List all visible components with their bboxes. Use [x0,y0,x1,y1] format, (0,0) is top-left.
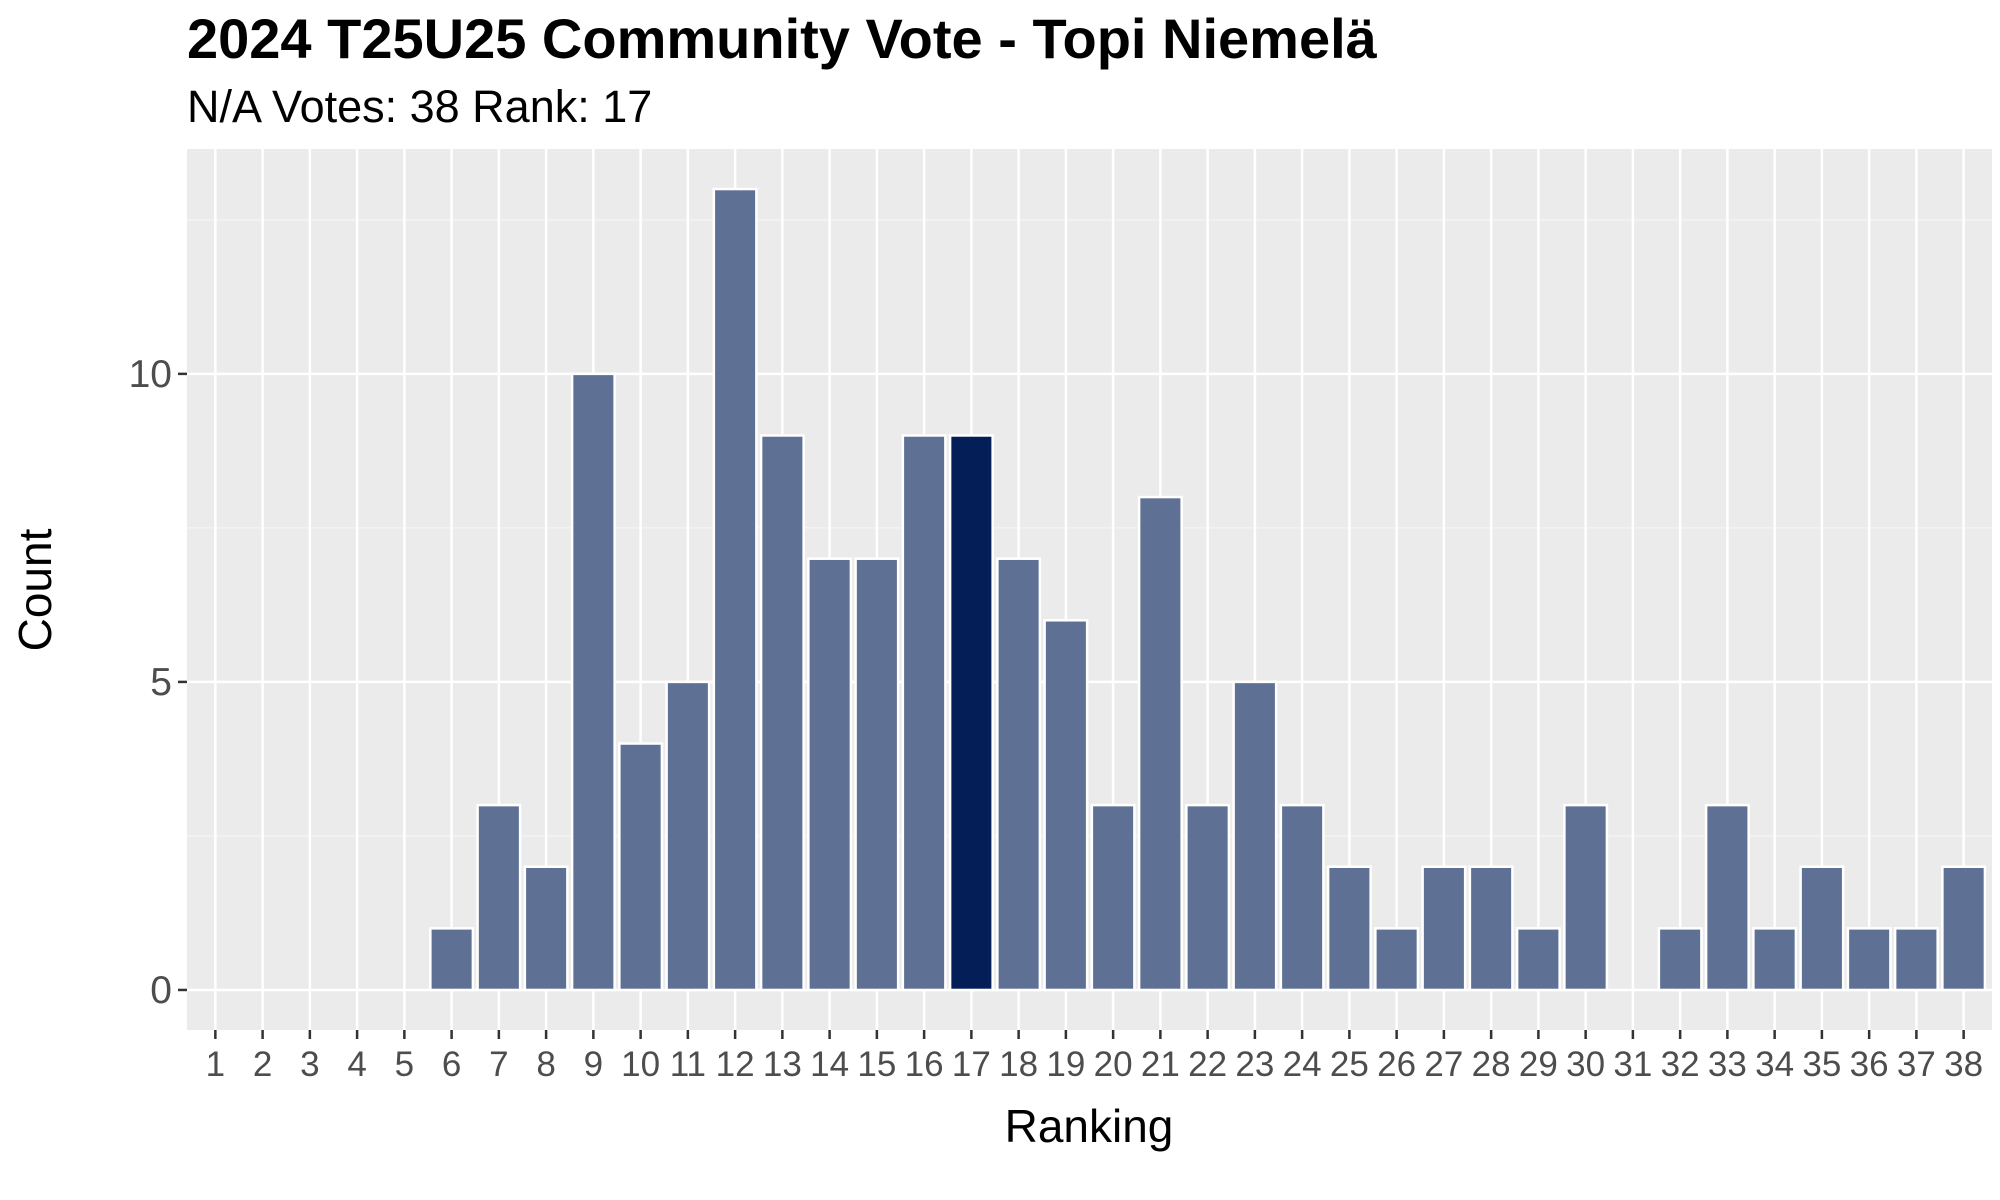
x-tick-label: 36 [1850,1045,1889,1084]
bar-22 [1185,803,1231,992]
x-tick-label: 11 [670,1045,706,1084]
x-tick-label: 26 [1377,1045,1416,1084]
y-tick-label: 5 [150,661,172,704]
x-tick-label: 23 [1235,1045,1274,1084]
bar-7 [476,803,522,992]
bar-26 [1374,927,1420,992]
x-tick-label: 27 [1424,1045,1463,1084]
x-tick-label: 6 [442,1045,461,1084]
bar-33 [1704,803,1750,992]
x-tick-label: 29 [1519,1045,1558,1084]
bar-36 [1846,927,1892,992]
x-tick-label: 16 [905,1045,944,1084]
x-tick-label: 10 [621,1045,660,1084]
x-tick-label: 14 [810,1045,849,1084]
x-tick-label: 35 [1802,1045,1841,1084]
x-tick-label: 12 [716,1045,755,1084]
bar-16 [901,434,947,992]
bar-24 [1279,803,1325,992]
x-tick-label: 32 [1661,1045,1700,1084]
x-tick-label: 28 [1472,1045,1511,1084]
bar-17 [948,434,994,992]
bar-11 [665,680,711,992]
x-tick-label: 5 [395,1045,414,1084]
x-tick-label: 34 [1755,1045,1794,1084]
y-tick-label: 0 [150,969,172,1012]
bar-32 [1657,927,1703,992]
bar-29 [1515,927,1561,992]
bar-19 [1043,619,1089,992]
bar-21 [1137,495,1183,992]
bar-27 [1421,865,1467,992]
x-tick-label: 18 [999,1045,1038,1084]
bar-15 [854,557,900,992]
bar-25 [1326,865,1372,992]
bar-38 [1941,865,1987,992]
x-tick-label: 13 [763,1045,802,1084]
x-tick-label: 3 [300,1045,319,1084]
x-tick-label: 37 [1897,1045,1936,1084]
bar-28 [1468,865,1514,992]
x-tick-label: 9 [584,1045,603,1084]
x-tick-label: 20 [1094,1045,1133,1084]
bar-23 [1232,680,1278,992]
y-tick-label: 10 [129,353,172,396]
bar-34 [1752,927,1798,992]
y-axis: 0 5 10 [129,353,187,1012]
chart-subtitle: N/A Votes: 38 Rank: 17 [187,81,652,132]
bar-6 [429,927,475,992]
bar-30 [1563,803,1609,992]
x-tick-label: 33 [1708,1045,1747,1084]
x-tick-label: 1 [206,1045,225,1084]
x-tick-label: 8 [536,1045,555,1084]
x-tick-label: 15 [857,1045,896,1084]
x-tick-label: 17 [952,1045,991,1084]
x-tick-label: 22 [1188,1045,1227,1084]
x-tick-label: 21 [1141,1045,1180,1084]
chart-title: 2024 T25U25 Community Vote - Topi Niemel… [187,7,1378,70]
bar-13 [759,434,805,992]
x-tick-label: 7 [489,1045,508,1084]
bar-37 [1893,927,1939,992]
bar-8 [523,865,569,992]
bars [429,187,1987,992]
bar-14 [807,557,853,992]
x-tick-label: 25 [1330,1045,1369,1084]
x-tick-label: 31 [1613,1045,1652,1084]
x-tick-label: 24 [1283,1045,1322,1084]
bar-9 [570,372,616,992]
x-tick-label: 4 [347,1045,366,1084]
bar-18 [996,557,1042,992]
x-axis: 1 2 3 4 5 6 7 8 9 10 11 12 13 14 15 16 17 18 19 20 21 22 23 24 2… [206,1030,1983,1084]
bar-10 [618,742,664,992]
x-tick-label: 19 [1046,1045,1085,1084]
bar-12 [712,187,758,992]
x-tick-label: 2 [253,1045,272,1084]
x-axis-title: Ranking [1005,1100,1174,1152]
y-axis-title: Count [9,528,61,651]
bar-20 [1090,803,1136,992]
x-tick-label: 30 [1566,1045,1605,1084]
bar-35 [1799,865,1845,992]
x-tick-label: 38 [1944,1045,1983,1084]
